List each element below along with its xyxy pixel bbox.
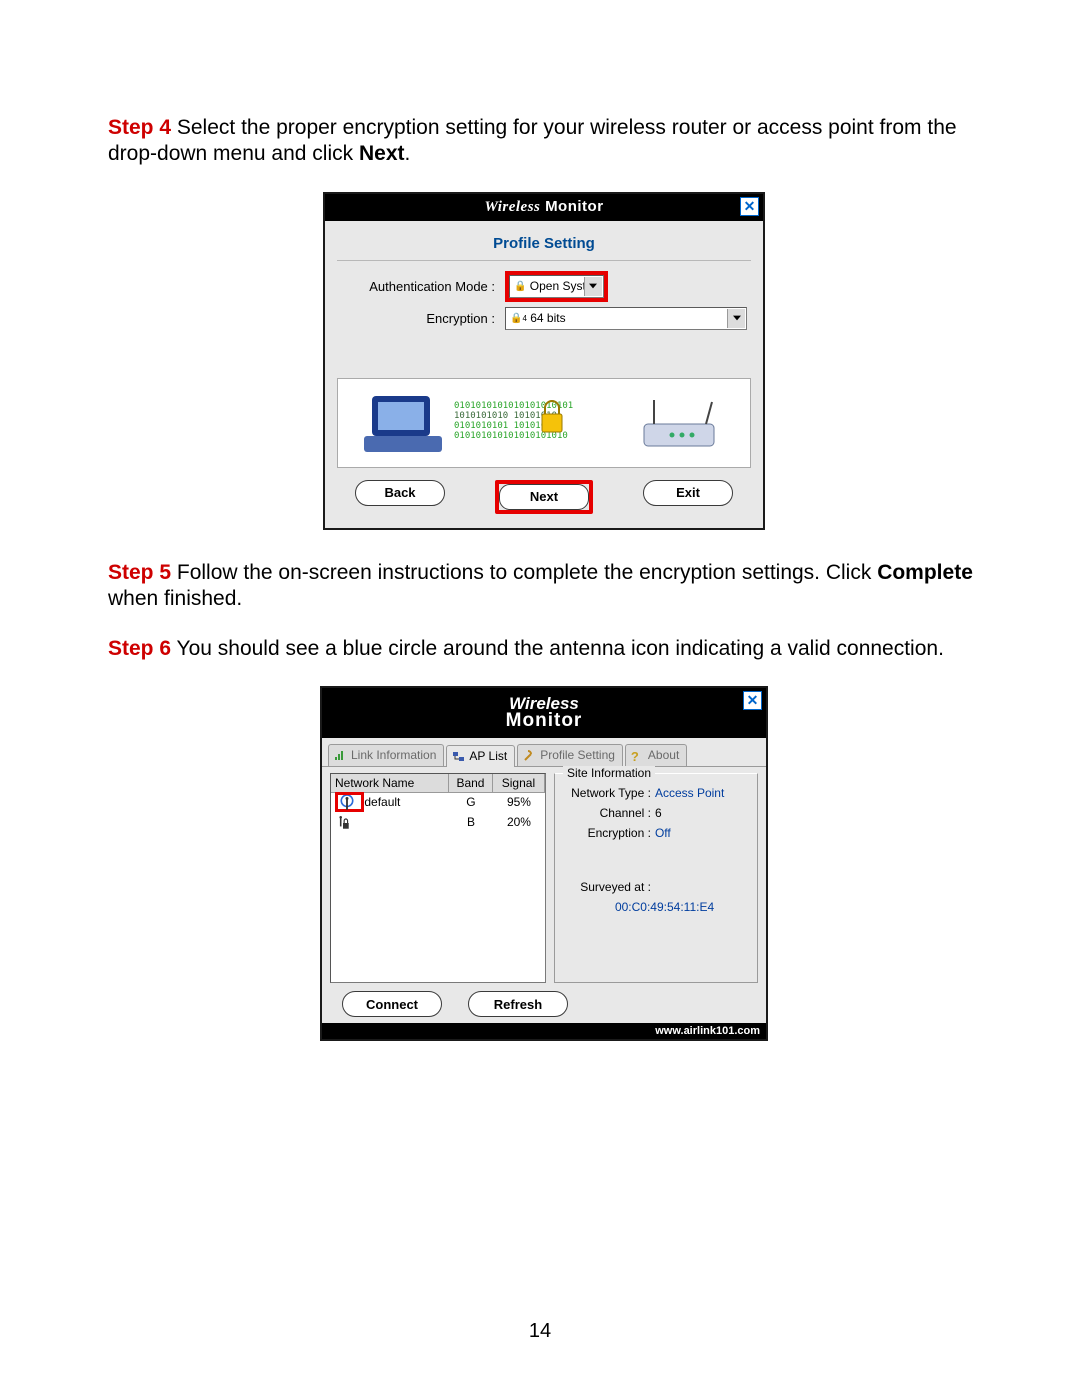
channel-value: 6	[655, 806, 662, 820]
page-number: 14	[0, 1320, 1080, 1343]
refresh-button[interactable]: Refresh	[468, 991, 568, 1017]
col-signal[interactable]: Signal	[493, 774, 545, 793]
network-band: G	[449, 794, 493, 812]
site-information-panel: Site Information Network Type : Access P…	[554, 773, 758, 983]
network-list: Network Name Band Signal default G 95%	[330, 773, 546, 983]
step4-text-a: Select the proper encryption setting for…	[108, 116, 957, 165]
lock-icon: 🔒	[514, 281, 526, 292]
step6-text: You should see a blue circle around the …	[171, 637, 944, 660]
close-button[interactable]: ✕	[743, 691, 762, 710]
ap-list-dialog: Wireless Monitor ✕ Link Information AP L…	[320, 686, 768, 1041]
step4-label: Step 4	[108, 116, 171, 139]
step6-paragraph: Step 6 You should see a blue circle arou…	[108, 636, 980, 662]
profile-setting-dialog: Wireless Monitor ✕ Profile Setting Authe…	[323, 192, 765, 530]
next-button-highlight: Next	[495, 480, 593, 514]
auth-mode-label: Authentication Mode :	[337, 279, 505, 294]
dropdown-arrow-icon	[727, 309, 745, 328]
network-icon	[452, 750, 465, 763]
profile-setting-heading: Profile Setting	[337, 231, 751, 261]
list-item[interactable]: B 20%	[331, 813, 545, 833]
close-icon: ✕	[747, 692, 759, 709]
step6-label: Step 6	[108, 637, 171, 660]
lock-icon: 🔒	[510, 313, 522, 324]
dropdown-arrow-icon	[584, 277, 602, 296]
dialog-titlebar: Wireless Monitor ✕	[322, 688, 766, 738]
close-icon: ✕	[744, 198, 756, 215]
list-item[interactable]: default G 95%	[331, 793, 545, 813]
encryption-select[interactable]: 🔒4 64 bits	[505, 307, 747, 330]
step5-bold: Complete	[877, 561, 973, 584]
signal-icon	[334, 749, 347, 762]
lock-antenna-icon	[335, 815, 351, 831]
antenna-icon	[339, 795, 355, 811]
svg-text:0101010101 1010101: 0101010101 1010101	[454, 421, 552, 431]
surveyed-value: 00:C0:49:54:11:E4	[615, 900, 714, 914]
step5-tail: when finished.	[108, 587, 242, 610]
button-row: Back Next Exit	[337, 476, 751, 516]
list-header: Network Name Band Signal	[331, 774, 545, 793]
dialog-title: Wireless Monitor	[484, 198, 603, 216]
auth-mode-select[interactable]: 🔒 Open System	[509, 275, 604, 298]
nettype-label: Network Type :	[563, 786, 655, 800]
encryption-label: Encryption :	[563, 826, 655, 840]
tab-ap-list[interactable]: AP List	[446, 745, 515, 767]
button-row: Connect Refresh	[330, 983, 758, 1017]
antenna-highlight	[335, 792, 364, 812]
dialog-body: Profile Setting Authentication Mode : 🔒 …	[325, 221, 763, 528]
step4-bold: Next	[359, 142, 405, 165]
network-signal: 20%	[493, 814, 545, 832]
footer-url: www.airlink101.com	[322, 1023, 766, 1039]
step5-paragraph: Step 5 Follow the on-screen instructions…	[108, 560, 980, 613]
illustration-panel: 0101010101010101010101 1010101010 101010…	[337, 378, 751, 468]
step5-text-a: Follow the on-screen instructions to com…	[171, 561, 877, 584]
encryption-value: Off	[655, 826, 671, 840]
step4-paragraph: Step 4 Select the proper encryption sett…	[108, 115, 980, 168]
question-icon: ?	[631, 749, 644, 762]
tab-profile-setting[interactable]: Profile Setting	[517, 744, 623, 766]
auth-mode-highlight: 🔒 Open System	[505, 271, 608, 302]
tools-icon	[523, 749, 536, 762]
auth-mode-row: Authentication Mode : 🔒 Open System	[337, 271, 751, 302]
col-network-name[interactable]: Network Name	[331, 774, 449, 793]
close-button[interactable]: ✕	[740, 197, 759, 216]
tab-bar: Link Information AP List Profile Setting…	[322, 738, 766, 767]
encryption-row: Encryption : 🔒4 64 bits	[337, 307, 751, 330]
dialog-title: Wireless Monitor	[506, 696, 583, 730]
surveyed-label: Surveyed at :	[563, 880, 655, 894]
network-name: default	[364, 795, 400, 809]
network-signal: 95%	[493, 794, 545, 812]
exit-button[interactable]: Exit	[643, 480, 733, 506]
network-band: B	[449, 814, 493, 832]
encryption-label: Encryption :	[337, 311, 505, 326]
nettype-value: Access Point	[655, 786, 724, 800]
step4-tail: .	[405, 142, 411, 165]
back-button[interactable]: Back	[355, 480, 445, 506]
col-band[interactable]: Band	[449, 774, 493, 793]
dialog-body: Network Name Band Signal default G 95%	[322, 767, 766, 1039]
tab-about[interactable]: ? About	[625, 744, 687, 766]
channel-label: Channel :	[563, 806, 655, 820]
encryption-value: 64 bits	[530, 311, 565, 325]
site-info-legend: Site Information	[563, 766, 655, 780]
tab-link-information[interactable]: Link Information	[328, 744, 444, 766]
next-button[interactable]: Next	[499, 484, 589, 510]
connect-button[interactable]: Connect	[342, 991, 442, 1017]
step5-label: Step 5	[108, 561, 171, 584]
dialog-titlebar: Wireless Monitor ✕	[325, 194, 763, 221]
